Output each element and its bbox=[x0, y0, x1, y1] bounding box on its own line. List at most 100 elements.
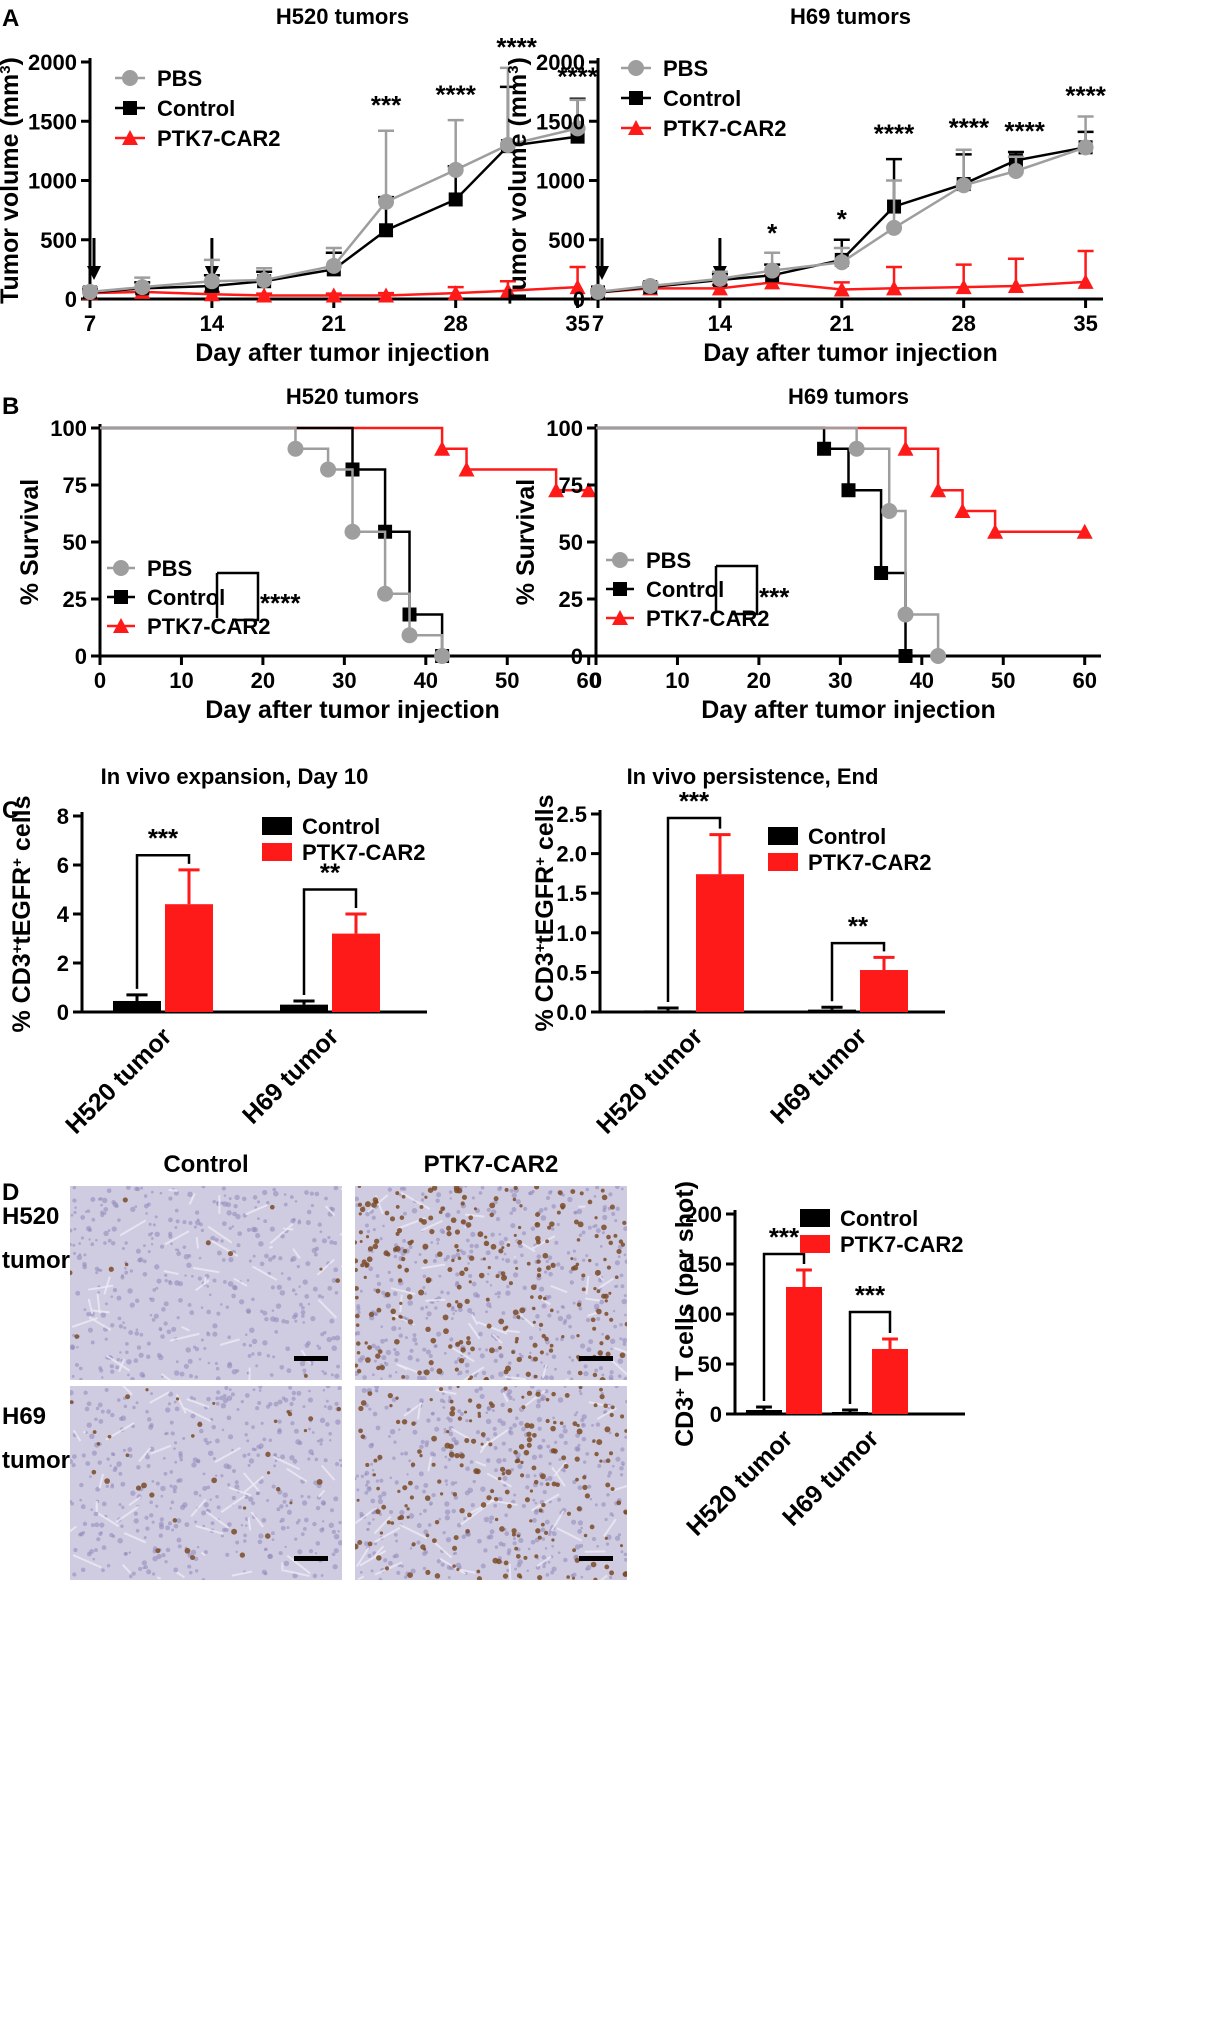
significance-bracket bbox=[830, 941, 886, 1002]
data-point bbox=[955, 279, 972, 295]
legend-label: PTK7-CAR2 bbox=[157, 126, 280, 151]
x-tick-label: 35 bbox=[565, 311, 589, 336]
data-point bbox=[379, 223, 394, 238]
y-tick-label: 1500 bbox=[536, 109, 585, 134]
y-tick-label: 75 bbox=[63, 473, 87, 498]
y-axis-label: % CD3+tEGFR+ cells bbox=[531, 794, 559, 1031]
y-tick-label: 1.0 bbox=[556, 921, 587, 946]
x-tick-label: H69 tumor bbox=[237, 1022, 344, 1129]
y-axis-label: CD3+ T cells (per shot) bbox=[671, 1181, 699, 1447]
x-tick-label: 40 bbox=[414, 668, 438, 693]
data-point bbox=[711, 280, 728, 296]
data-point bbox=[930, 482, 947, 498]
data-point bbox=[499, 136, 516, 153]
bar-chart-c2: 0.0 0.5 1.0 1.5 2.0 2.5 In vivo persistence, E… bbox=[531, 764, 945, 1140]
data-point bbox=[897, 606, 914, 623]
data-point bbox=[434, 648, 451, 664]
bar-ptk7-car2 bbox=[332, 933, 380, 1012]
data-point bbox=[378, 287, 395, 303]
data-point bbox=[203, 273, 220, 290]
data-point bbox=[1007, 277, 1024, 293]
injection-arrowhead bbox=[87, 266, 101, 280]
legend-label: PTK7-CAR2 bbox=[302, 840, 425, 865]
y-tick-label: 2 bbox=[57, 951, 69, 976]
data-point bbox=[256, 287, 273, 303]
scale-bar bbox=[579, 1556, 613, 1561]
panel-letter-c: C bbox=[2, 797, 19, 824]
data-point bbox=[1077, 273, 1094, 289]
significance-label: **** bbox=[949, 113, 990, 143]
significance-label: **** bbox=[1004, 116, 1045, 146]
x-tick-label: 20 bbox=[251, 668, 275, 693]
data-point bbox=[833, 254, 850, 271]
legend-marker bbox=[123, 101, 137, 115]
data-point bbox=[848, 440, 865, 457]
legend-marker bbox=[612, 610, 628, 625]
y-axis-label: % Survival bbox=[16, 479, 44, 605]
y-tick-label: 2000 bbox=[28, 50, 77, 75]
data-point bbox=[458, 461, 475, 477]
data-point bbox=[817, 441, 832, 456]
significance-label: *** bbox=[679, 786, 710, 816]
data-point bbox=[930, 648, 947, 664]
series-ptk7-car2 bbox=[596, 426, 1093, 539]
x-tick-label: 0 bbox=[590, 668, 602, 693]
ihc-micrograph bbox=[355, 1386, 627, 1580]
panel-letter-b: B bbox=[2, 393, 19, 420]
significance-label: *** bbox=[855, 1280, 886, 1310]
y-tick-label: 0 bbox=[710, 1402, 722, 1427]
series-pbs bbox=[82, 66, 586, 300]
data-point bbox=[82, 283, 98, 300]
bar-control bbox=[644, 1010, 692, 1012]
data-point bbox=[325, 287, 342, 303]
significance-label: **** bbox=[1065, 81, 1106, 111]
data-point bbox=[590, 283, 606, 300]
x-tick-label: 10 bbox=[169, 668, 193, 693]
legend-marker bbox=[628, 60, 644, 76]
y-tick-label: 100 bbox=[50, 416, 87, 441]
legend-marker bbox=[612, 552, 628, 568]
legend-label: PTK7-CAR2 bbox=[663, 116, 786, 141]
x-tick-label: 50 bbox=[495, 668, 519, 693]
y-tick-label: 0.5 bbox=[556, 960, 587, 985]
bar-ptk7-car2 bbox=[786, 1287, 822, 1414]
x-axis-label: Day after tumor injection bbox=[703, 339, 998, 367]
y-tick-label: 150 bbox=[685, 1252, 722, 1277]
y-tick-label: 25 bbox=[63, 587, 87, 612]
y-tick-label: 0.0 bbox=[556, 1000, 587, 1025]
legend-swatch bbox=[262, 817, 292, 835]
legend-label: PTK7-CAR2 bbox=[646, 606, 769, 631]
y-tick-label: 0 bbox=[571, 644, 583, 669]
ihc-panel: Control PTK7-CAR2 H520 tumor H69 tumor bbox=[2, 1151, 627, 1580]
x-tick-label: 28 bbox=[951, 311, 975, 336]
legend-marker bbox=[113, 618, 129, 633]
legend-label: PTK7-CAR2 bbox=[840, 1232, 963, 1257]
significance-label: *** bbox=[371, 90, 402, 120]
y-tick-label: 1.5 bbox=[556, 881, 587, 906]
data-point bbox=[833, 281, 850, 297]
data-point bbox=[898, 649, 913, 663]
significance-label: ** bbox=[848, 911, 869, 941]
scale-bar bbox=[579, 1356, 613, 1361]
y-tick-label: 8 bbox=[57, 804, 69, 829]
y-tick-label: 25 bbox=[559, 587, 583, 612]
data-point bbox=[886, 280, 903, 296]
y-tick-label: 0 bbox=[57, 1000, 69, 1025]
data-point bbox=[134, 279, 151, 296]
x-axis-label: Day after tumor injection bbox=[205, 696, 500, 724]
x-tick-label: 28 bbox=[443, 311, 467, 336]
legend-marker bbox=[628, 120, 644, 135]
legend-label: Control bbox=[302, 814, 380, 839]
x-tick-label: 14 bbox=[200, 311, 225, 336]
significance-label: *** bbox=[148, 823, 179, 853]
x-axis-label: Day after tumor injection bbox=[195, 339, 490, 367]
chart-title: H69 tumors bbox=[790, 4, 911, 29]
data-point bbox=[287, 440, 304, 457]
ihc-row-label: H69 bbox=[2, 1403, 46, 1430]
y-tick-label: 0 bbox=[75, 644, 87, 669]
y-tick-label: 2.0 bbox=[556, 842, 587, 867]
y-tick-label: 50 bbox=[698, 1352, 722, 1377]
y-axis-label: Tumor volume (mm3) bbox=[0, 57, 24, 304]
data-point bbox=[569, 120, 586, 137]
y-tick-label: 1000 bbox=[28, 169, 77, 194]
